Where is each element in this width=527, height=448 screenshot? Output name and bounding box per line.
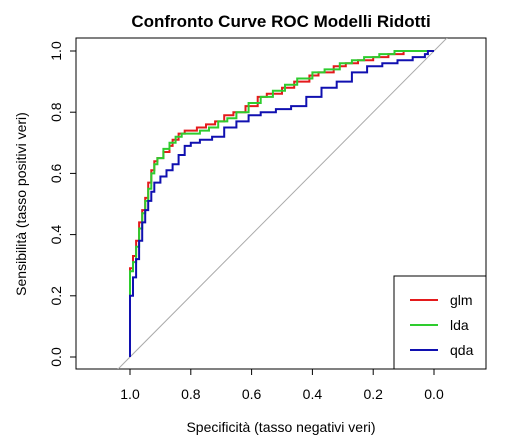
reference-diagonal-line <box>117 38 448 369</box>
y-tick-label: 0.2 <box>48 286 64 306</box>
y-tick-label: 0.6 <box>48 163 64 183</box>
x-tick-label: 0.2 <box>363 386 383 402</box>
x-tick-label: 1.0 <box>120 386 140 402</box>
x-tick-label: 0.4 <box>303 386 323 402</box>
x-tick-label: 0.6 <box>242 386 262 402</box>
y-axis: 0.0 0.2 0.4 0.6 0.8 1.0 <box>48 41 77 367</box>
x-axis-label: Specificità (tasso negativi veri) <box>186 419 375 435</box>
chart-title: Confronto Curve ROC Modelli Ridotti <box>131 12 430 31</box>
y-tick-label: 0.0 <box>48 347 64 367</box>
legend-box <box>393 275 487 370</box>
y-tick-label: 0.8 <box>48 102 64 122</box>
x-tick-label: 0.8 <box>181 386 201 402</box>
reference-diagonal-layer <box>117 38 448 369</box>
y-tick-label: 0.4 <box>48 225 64 245</box>
series-line-qda <box>129 50 434 357</box>
legend-label-glm: glm <box>450 292 473 308</box>
x-tick-label: 0.0 <box>424 386 444 402</box>
y-tick-label: 1.0 <box>48 41 64 61</box>
legend: glm lda qda <box>393 275 487 370</box>
legend-label-qda: qda <box>450 342 474 358</box>
y-axis-label: Sensibilità (tasso positivi veri) <box>13 112 29 296</box>
series-layer <box>129 50 434 357</box>
legend-label-lda: lda <box>450 317 469 333</box>
x-axis: 1.0 0.8 0.6 0.4 0.2 0.0 <box>120 368 444 402</box>
